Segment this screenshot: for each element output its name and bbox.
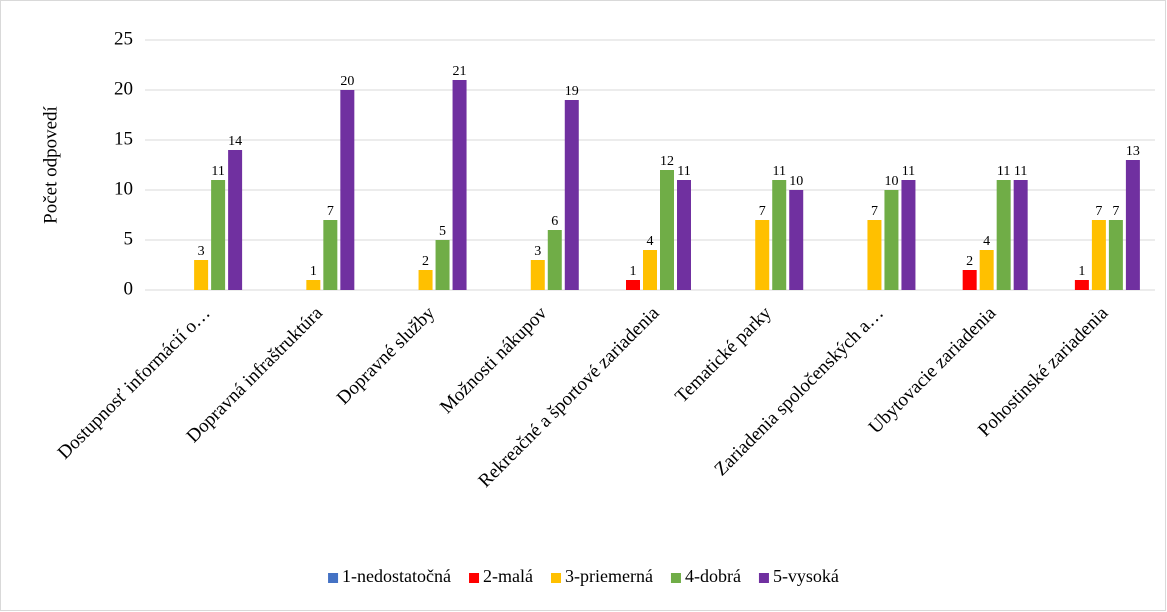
- y-tick-label: 0: [124, 278, 134, 299]
- data-label: 11: [902, 164, 915, 179]
- data-label: 13: [1126, 144, 1140, 159]
- legend-swatch: [670, 573, 681, 583]
- bar: [452, 80, 467, 290]
- bar: [884, 190, 899, 290]
- data-label: 14: [228, 134, 242, 149]
- data-label: 12: [660, 154, 674, 169]
- legend-label: 3-priemerná: [565, 566, 653, 586]
- data-label: 3: [534, 244, 541, 259]
- bar: [996, 180, 1011, 290]
- bar: [1108, 220, 1123, 290]
- bar: [340, 90, 355, 290]
- bar: [962, 270, 977, 290]
- data-label: 3: [198, 244, 205, 259]
- data-label: 1: [630, 264, 637, 279]
- data-label: 10: [884, 174, 898, 189]
- bar: [789, 190, 804, 290]
- y-axis-label: Počet odpovedí: [40, 105, 61, 223]
- bar: [901, 180, 916, 290]
- bar: [211, 180, 226, 290]
- bar: [626, 280, 640, 290]
- data-label: 11: [1014, 164, 1027, 179]
- data-label: 7: [1112, 204, 1119, 219]
- data-label: 2: [422, 254, 429, 269]
- y-tick-label: 15: [114, 128, 133, 149]
- bar: [772, 180, 787, 290]
- data-label: 19: [565, 84, 579, 99]
- bar: [1091, 220, 1106, 290]
- bar: [1013, 180, 1028, 290]
- bar: [228, 150, 243, 290]
- data-label: 7: [871, 204, 878, 219]
- data-label: 1: [310, 264, 317, 279]
- bar: [194, 260, 209, 290]
- data-label: 6: [551, 214, 558, 229]
- legend-label: 4-dobrá: [685, 566, 741, 586]
- y-tick-label: 5: [124, 228, 134, 249]
- data-label: 11: [677, 164, 690, 179]
- data-label: 4: [647, 234, 654, 249]
- bar: [867, 220, 882, 290]
- data-label: 7: [1095, 204, 1102, 219]
- y-tick-label: 10: [114, 178, 133, 199]
- bar: [530, 260, 545, 290]
- bar: [1125, 160, 1140, 290]
- bar: [323, 220, 338, 290]
- legend-swatch: [328, 573, 339, 583]
- data-label: 11: [997, 164, 1010, 179]
- data-label: 7: [327, 204, 334, 219]
- data-label: 21: [453, 64, 467, 79]
- data-label: 7: [759, 204, 766, 219]
- data-label: 5: [439, 224, 446, 239]
- bar: [547, 230, 562, 290]
- bar: [660, 170, 674, 290]
- bar: [1074, 280, 1089, 290]
- data-label: 4: [983, 234, 990, 249]
- data-label: 20: [340, 74, 354, 89]
- bar: [755, 220, 770, 290]
- bar: [435, 240, 450, 290]
- data-label: 1: [1078, 264, 1085, 279]
- data-label: 11: [772, 164, 785, 179]
- legend-label: 2-malá: [483, 566, 533, 586]
- bar: [979, 250, 994, 290]
- data-label: 10: [789, 174, 803, 189]
- legend-label: 1-nedostatočná: [342, 566, 451, 586]
- bar: [677, 180, 691, 290]
- bar: [564, 100, 579, 290]
- y-tick-label: 25: [114, 28, 133, 49]
- bar: [306, 280, 321, 290]
- legend-swatch: [551, 573, 562, 583]
- legend-swatch: [469, 573, 480, 583]
- bar: [418, 270, 433, 290]
- data-label: 11: [211, 164, 224, 179]
- y-tick-label: 20: [114, 78, 133, 99]
- legend-swatch: [758, 573, 769, 583]
- data-label: 2: [966, 254, 973, 269]
- bar: [643, 250, 657, 290]
- legend-label: 5-vysoká: [773, 566, 839, 586]
